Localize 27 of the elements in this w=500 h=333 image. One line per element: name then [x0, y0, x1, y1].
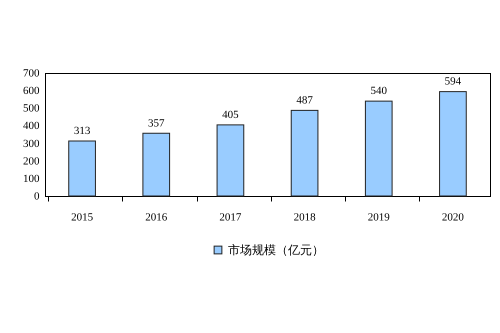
- y-tick-label: 400: [23, 120, 40, 132]
- legend-label: 市场规模（亿元）: [228, 243, 324, 257]
- bar: [68, 140, 96, 196]
- y-tick-label: 600: [23, 85, 40, 98]
- data-label: 594: [444, 76, 462, 88]
- x-tick-label: 2015: [71, 212, 94, 224]
- bar: [142, 132, 170, 196]
- x-tick-label: 2017: [219, 212, 242, 224]
- data-label: 357: [148, 117, 165, 130]
- bar: [216, 124, 244, 196]
- x-tick-label: 2019: [368, 212, 390, 224]
- bar: [290, 110, 318, 196]
- y-tick-label: 200: [23, 155, 40, 168]
- y-tick-label: 0: [34, 190, 40, 202]
- x-tick-label: 2018: [294, 212, 316, 224]
- data-label: 487: [296, 94, 314, 106]
- y-tick-label: 300: [23, 138, 40, 150]
- data-label: 313: [74, 125, 91, 137]
- x-tick-label: 2016: [145, 212, 168, 224]
- bar: [364, 100, 393, 196]
- data-label: 405: [222, 108, 240, 121]
- x-tick-label: 2020: [442, 212, 464, 224]
- y-tick-label: 500: [23, 102, 40, 115]
- y-tick-label: 700: [23, 68, 40, 80]
- bar: [439, 91, 467, 196]
- y-tick-label: 100: [23, 172, 40, 185]
- data-label: 540: [370, 85, 388, 98]
